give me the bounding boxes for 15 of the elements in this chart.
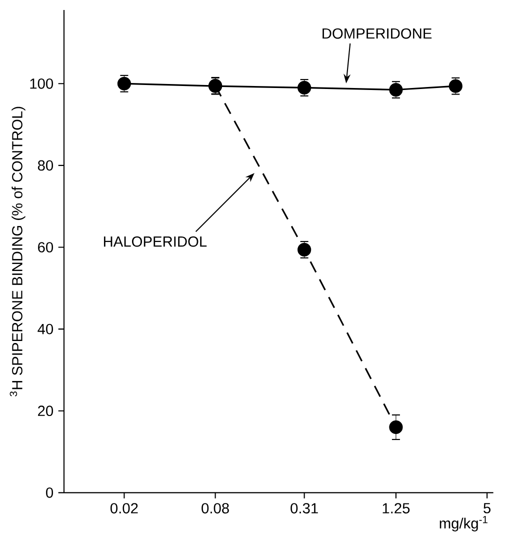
y-tick-label: 0	[46, 487, 54, 498]
y-tick-label: 80	[38, 160, 54, 171]
y-tick-label: 100	[30, 78, 54, 89]
y-tick-label: 20	[38, 406, 54, 416]
y-tick-label: 60	[38, 242, 54, 252]
x-tick-label: 1.25	[382, 503, 410, 514]
x-axis-title: mg/kg$^{-1}$	[440, 516, 488, 532]
x-tick-label: 0.08	[202, 503, 229, 514]
y-axis-title: $^{3}$H SPIPERONE BINDING (% of CONTROL)	[10, 106, 26, 396]
text: HALOPERIDOL	[104, 236, 207, 247]
text: DOMPERIDONE	[322, 28, 432, 39]
x-tick-label: 0.31	[290, 503, 318, 514]
x-tick-label: 5	[484, 503, 491, 514]
x-tick-label: 0.02	[110, 503, 138, 514]
y-tick-label: 40	[38, 324, 54, 334]
